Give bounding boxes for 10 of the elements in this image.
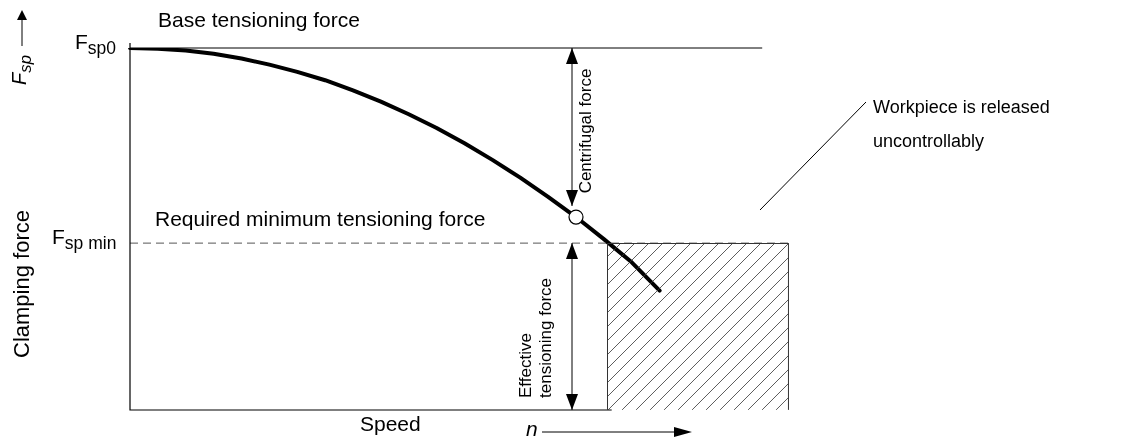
text: Base tensioning force: [158, 8, 360, 33]
annotation: Required minimum tensioning force: [155, 207, 486, 232]
annotation: Centrifugal force: [576, 68, 596, 194]
text: Workpiece is released uncontrollably: [873, 96, 1051, 154]
ref-line-label: F$_{sp min}$: [52, 225, 117, 254]
x-axis-title: Speed: [360, 412, 421, 437]
y-axis-title: Clamping force: [9, 210, 35, 358]
annotation: Effective tensioning force: [516, 276, 556, 398]
text: n: [526, 417, 538, 439]
ref-line-label: F$_{sp0}$: [75, 30, 117, 59]
